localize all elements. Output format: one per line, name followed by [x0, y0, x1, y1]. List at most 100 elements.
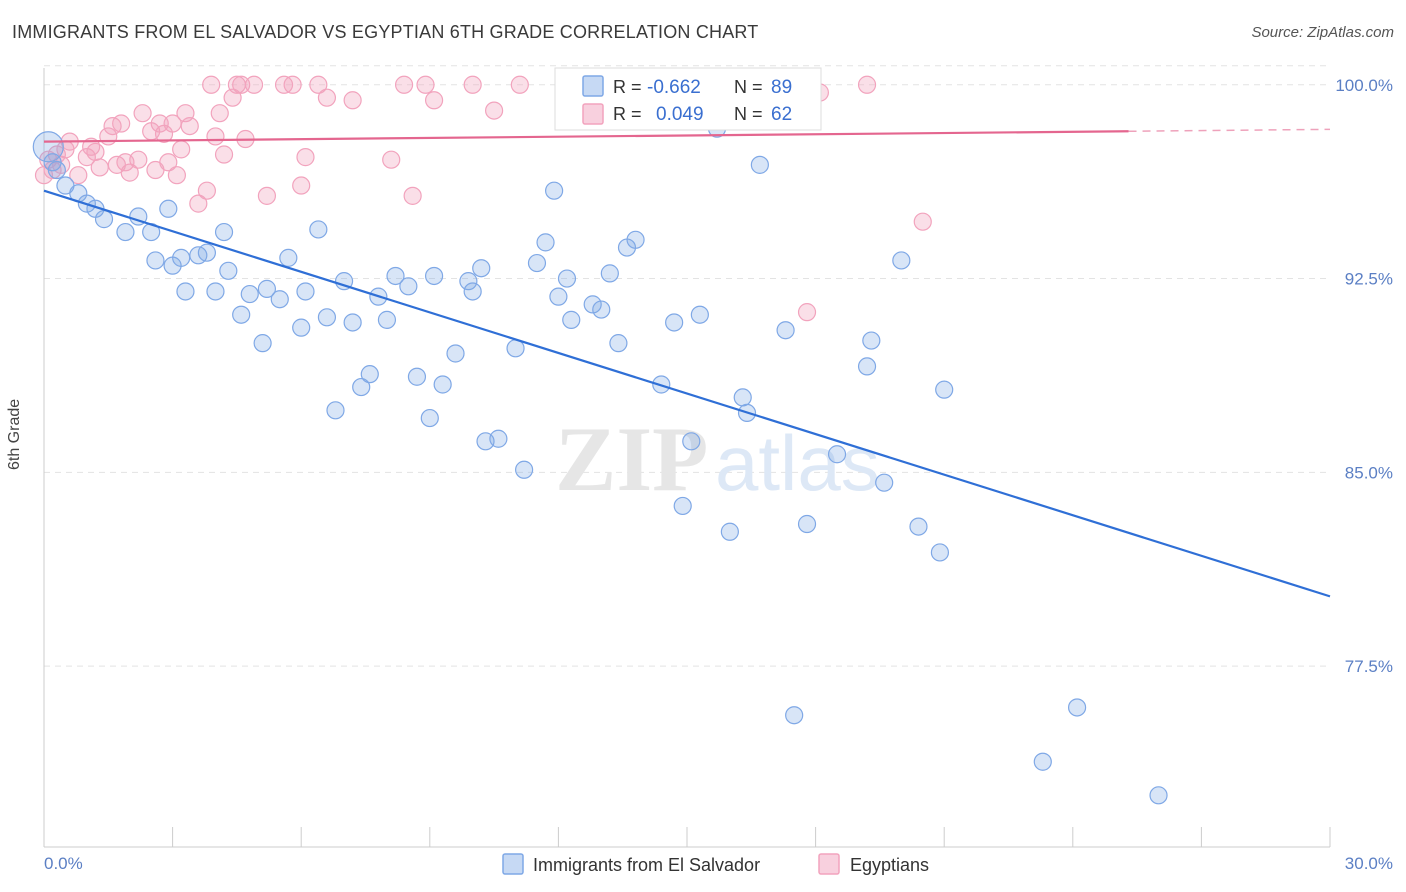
el-salvador-point [785, 706, 804, 725]
el-salvador-point [472, 259, 491, 278]
el-salvador-point [489, 429, 508, 448]
trend-lines [43, 128, 1331, 598]
egyptians-point [180, 116, 199, 136]
series-legend: Immigrants from El Salvador Egyptians [502, 853, 929, 875]
egyptians-point [232, 75, 251, 94]
el-salvador-point [545, 181, 564, 200]
el-salvador-point [94, 210, 114, 229]
el-salvador-point [116, 222, 135, 242]
bottom-legend-pink-swatch [818, 853, 840, 875]
el-salvador-point [172, 248, 191, 267]
el-salvador-point [420, 408, 439, 428]
egyptians-point [150, 114, 169, 133]
egyptians-point [167, 166, 186, 185]
el-salvador-point [279, 248, 298, 267]
el-salvador-point [386, 266, 405, 286]
el-salvador-point [232, 305, 251, 324]
legend-pink-r-label: R = [613, 104, 642, 124]
el-salvador-point [527, 253, 547, 273]
el-salvador-point [334, 272, 354, 291]
bottom-legend-blue-label: Immigrants from El Salvador [533, 855, 760, 875]
el-salvador-point [197, 243, 216, 262]
el-salvador-point [690, 305, 709, 324]
bottom-legend-pink-label: Egyptians [850, 855, 929, 875]
el-salvador-point [797, 514, 817, 534]
egyptians-point [189, 194, 208, 213]
el-salvador-point [776, 321, 795, 340]
el-salvador-point [399, 277, 418, 296]
el-salvador-point [665, 313, 684, 332]
egyptians-point [797, 303, 817, 322]
el-salvador-point [827, 445, 847, 464]
el-salvador-point [257, 279, 277, 298]
el-salvador-point [296, 282, 315, 301]
el-salvador-point [750, 155, 769, 174]
el-salvador-point [352, 377, 371, 397]
el-salvador-point [1149, 786, 1168, 805]
legend-blue-swatch [582, 75, 604, 97]
el-salvador-point [515, 460, 534, 479]
egyptians-point [133, 104, 152, 123]
x-tick-label-max: 30.0% [1345, 854, 1393, 873]
el-salvador-point [292, 318, 311, 337]
egyptians-point [403, 186, 422, 205]
legend-blue-n-value: 89 [771, 77, 792, 98]
el-salvador-point [626, 230, 645, 249]
el-salvador-point [459, 272, 478, 291]
egyptians-point [309, 75, 328, 94]
el-salvador-point [720, 522, 739, 541]
watermark-zip: ZIP [555, 408, 708, 510]
egyptians-point [214, 145, 234, 164]
el-salvador-point [424, 266, 444, 286]
legend-pink-n-label: N = [734, 104, 763, 124]
el-salvador-point [909, 517, 928, 536]
egyptians-point [112, 114, 131, 133]
el-salvador-point [446, 344, 465, 363]
el-salvador-point [592, 300, 611, 319]
egyptians-point [77, 148, 96, 167]
el-salvador-point [43, 153, 62, 172]
chart-title: IMMIGRANTS FROM EL SALVADOR VS EGYPTIAN … [12, 22, 759, 42]
legend-pink-r-value: 0.049 [656, 104, 704, 125]
el-salvador-point [253, 334, 272, 353]
el-salvador-point [343, 313, 362, 332]
egyptians-point [317, 88, 337, 107]
el-salvador-point [583, 295, 602, 314]
correlation-legend: R = -0.662 N = 89 R = 0.049 N = 62 [554, 67, 822, 131]
bottom-legend-blue-swatch [502, 853, 524, 875]
egyptians-point [913, 212, 932, 231]
egyptians-point [159, 153, 178, 172]
el-salvador-point [557, 269, 577, 288]
el-salvador-point [146, 251, 165, 270]
axes: 0.0% 30.0% [43, 68, 1393, 873]
egyptians-point [382, 150, 401, 169]
el-salvador-point [159, 199, 178, 218]
el-salvador-point [536, 233, 555, 252]
el-salvador-points [32, 75, 1168, 805]
egyptians-point [510, 75, 529, 94]
egyptians-point [86, 142, 105, 162]
watermark: ZIP atlas [555, 408, 880, 510]
el-salvador-point [270, 290, 289, 309]
el-salvador-point [935, 380, 954, 399]
chart-source: Source: ZipAtlas.com [1251, 24, 1394, 41]
el-salvador-point [562, 310, 581, 329]
egyptians-point [424, 91, 444, 110]
legend-blue-n-label: N = [734, 77, 763, 97]
el-salvador-point [309, 220, 328, 239]
egyptians-trend-extension [1128, 128, 1331, 133]
el-salvador-point [892, 251, 911, 270]
egyptians-point [394, 75, 414, 94]
legend-pink-swatch [582, 103, 604, 125]
el-salvador-trend-line [43, 189, 1331, 598]
el-salvador-point [549, 287, 568, 306]
el-salvador-point [240, 284, 259, 304]
egyptians-point [206, 127, 225, 146]
el-salvador-point [360, 365, 379, 384]
y-tick-label: 92.5% [1345, 270, 1393, 289]
egyptians-point [283, 75, 302, 94]
egyptians-point [485, 101, 504, 120]
el-salvador-point [176, 282, 195, 301]
el-salvador-point [219, 261, 238, 280]
